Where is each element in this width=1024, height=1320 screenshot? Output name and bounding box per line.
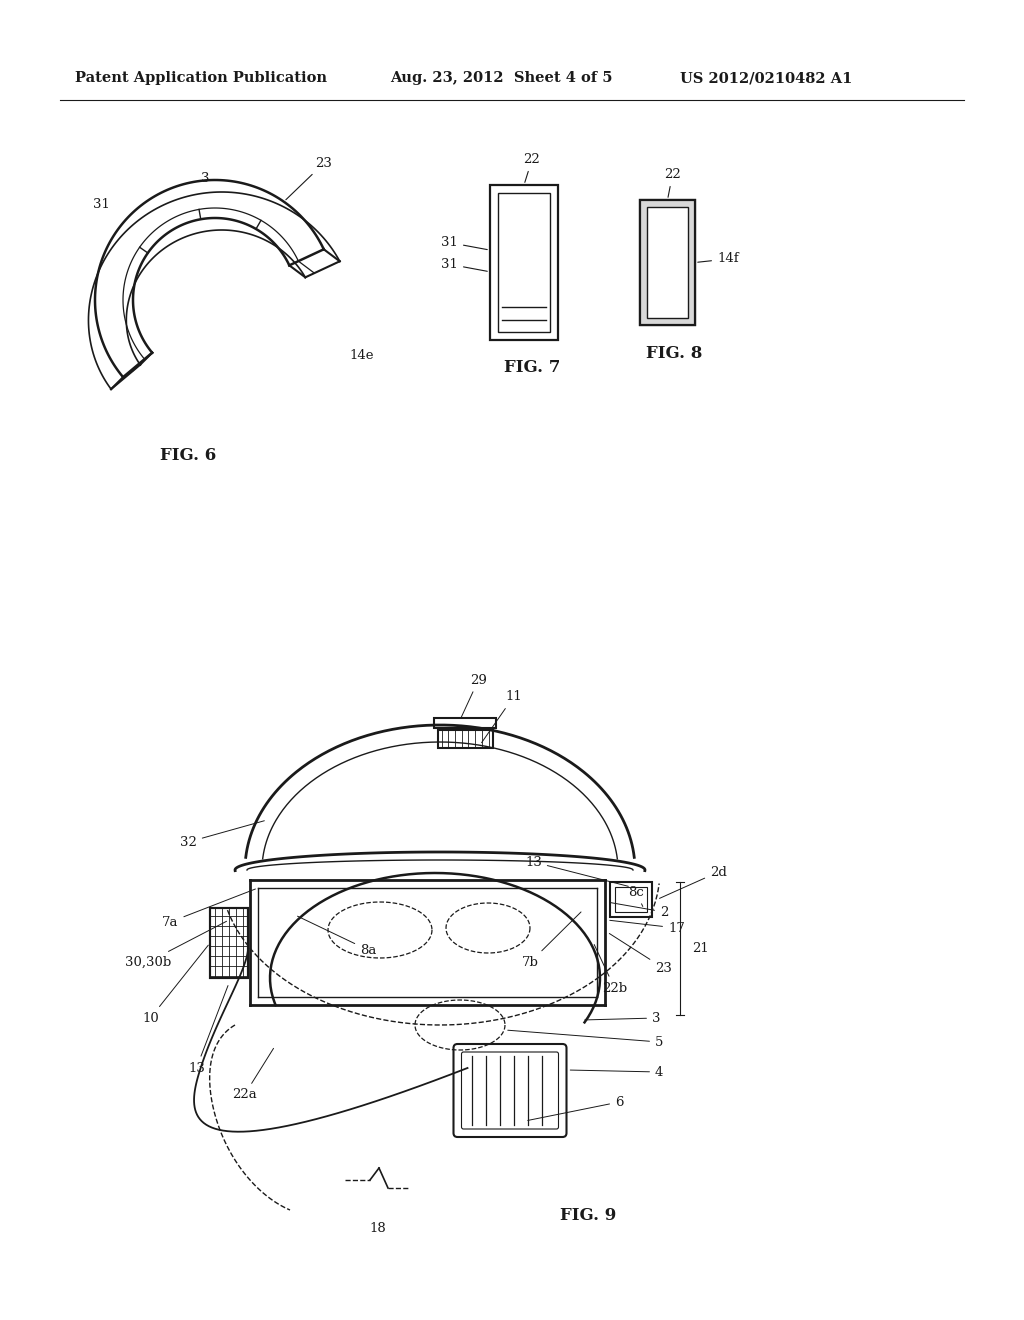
Text: 22a: 22a <box>232 1048 273 1101</box>
Bar <box>437 730 493 748</box>
Text: FIG. 8: FIG. 8 <box>645 345 701 362</box>
Text: 3: 3 <box>585 1011 660 1024</box>
FancyBboxPatch shape <box>454 1044 566 1137</box>
Text: 3: 3 <box>201 172 210 185</box>
Text: FIG. 9: FIG. 9 <box>560 1206 616 1224</box>
Bar <box>498 193 550 333</box>
Text: 18: 18 <box>370 1221 386 1234</box>
Text: 4: 4 <box>570 1065 664 1078</box>
Text: 7a: 7a <box>162 888 255 928</box>
Text: 23: 23 <box>286 157 332 199</box>
Bar <box>610 882 652 917</box>
Text: Patent Application Publication: Patent Application Publication <box>75 71 327 84</box>
Text: 13: 13 <box>188 986 228 1074</box>
Text: 7b: 7b <box>522 912 581 969</box>
Text: 13: 13 <box>525 855 629 886</box>
Bar <box>490 185 558 341</box>
Bar <box>210 908 248 978</box>
Text: 31: 31 <box>92 198 110 211</box>
Bar <box>688 201 695 325</box>
Text: 29: 29 <box>461 673 486 718</box>
Text: 21: 21 <box>692 941 709 954</box>
Text: 30,30b: 30,30b <box>125 921 226 969</box>
Text: 14f: 14f <box>697 252 738 265</box>
Text: 8a: 8a <box>298 916 377 957</box>
Bar <box>640 201 647 325</box>
Text: 8c: 8c <box>628 886 644 907</box>
Text: 5: 5 <box>508 1030 664 1048</box>
Bar <box>640 201 695 207</box>
Text: FIG. 7: FIG. 7 <box>504 359 560 376</box>
Text: 10: 10 <box>142 945 208 1024</box>
Bar <box>640 201 695 325</box>
Text: FIG. 6: FIG. 6 <box>160 446 216 463</box>
Text: 2: 2 <box>609 903 669 919</box>
Text: 17: 17 <box>609 920 685 935</box>
Text: 22: 22 <box>523 153 541 182</box>
Text: 22b: 22b <box>594 945 627 994</box>
Bar <box>434 718 496 729</box>
Bar <box>640 318 695 325</box>
Text: US 2012/0210482 A1: US 2012/0210482 A1 <box>680 71 852 84</box>
Text: 31: 31 <box>441 257 487 272</box>
Text: Aug. 23, 2012  Sheet 4 of 5: Aug. 23, 2012 Sheet 4 of 5 <box>390 71 612 84</box>
Text: 2d: 2d <box>659 866 727 899</box>
Text: 6: 6 <box>527 1096 624 1121</box>
Text: 32: 32 <box>180 821 264 849</box>
Bar <box>615 887 647 912</box>
Text: 22: 22 <box>665 168 681 197</box>
Bar <box>640 201 695 325</box>
Bar <box>647 207 688 318</box>
Text: 31: 31 <box>441 236 487 249</box>
Text: 11: 11 <box>481 690 522 743</box>
FancyBboxPatch shape <box>462 1052 558 1129</box>
Text: 23: 23 <box>609 933 672 974</box>
Bar <box>210 908 248 978</box>
Text: 14e: 14e <box>349 348 374 362</box>
